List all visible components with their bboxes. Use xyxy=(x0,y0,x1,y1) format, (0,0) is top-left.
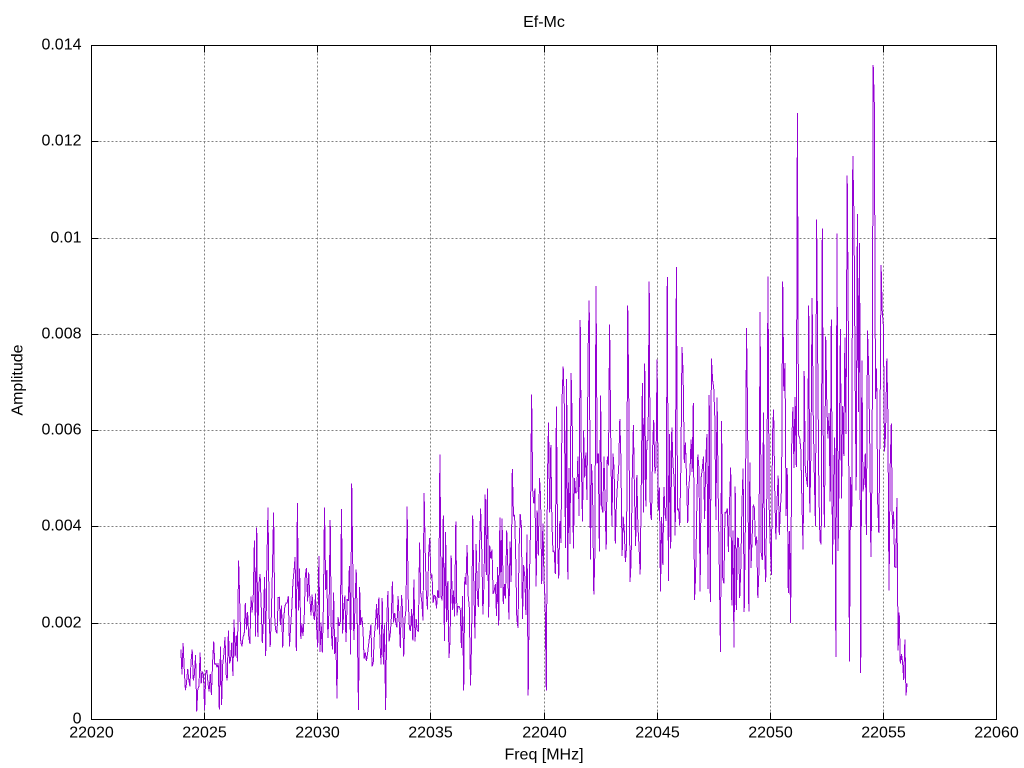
svg-text:Freq [MHz]: Freq [MHz] xyxy=(504,747,583,764)
svg-text:22035: 22035 xyxy=(408,725,453,742)
svg-text:0.004: 0.004 xyxy=(41,518,81,535)
svg-text:0.01: 0.01 xyxy=(50,230,81,247)
svg-text:22025: 22025 xyxy=(182,725,227,742)
svg-text:0.014: 0.014 xyxy=(41,37,81,54)
svg-text:22060: 22060 xyxy=(974,725,1019,742)
svg-text:0.002: 0.002 xyxy=(41,615,81,632)
svg-text:0.008: 0.008 xyxy=(41,326,81,343)
svg-text:22020: 22020 xyxy=(69,725,114,742)
svg-text:22055: 22055 xyxy=(861,725,906,742)
svg-text:Ef-Mc: Ef-Mc xyxy=(523,14,565,31)
svg-text:0.006: 0.006 xyxy=(41,422,81,439)
svg-text:Amplitude: Amplitude xyxy=(10,344,27,415)
svg-text:22030: 22030 xyxy=(295,725,340,742)
svg-text:22045: 22045 xyxy=(635,725,680,742)
svg-text:0: 0 xyxy=(73,711,82,728)
svg-text:22040: 22040 xyxy=(522,725,567,742)
svg-text:22050: 22050 xyxy=(748,725,793,742)
svg-text:0.012: 0.012 xyxy=(41,133,81,150)
